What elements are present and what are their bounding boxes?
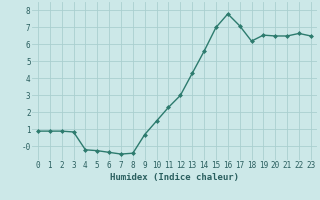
X-axis label: Humidex (Indice chaleur): Humidex (Indice chaleur) <box>110 173 239 182</box>
